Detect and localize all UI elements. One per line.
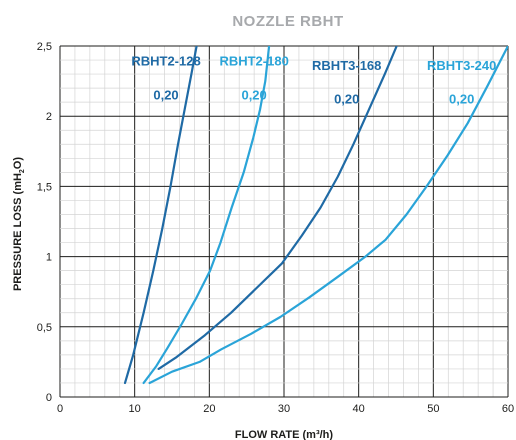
x-tick-label: 60	[502, 403, 514, 415]
series-label-name: RBHT2-128	[131, 54, 200, 69]
series-line-rbht2-180	[142, 46, 271, 385]
series-labels: RBHT2-128 0,20 RBHT2-180 0,20 RBHT3-168 0,20 R…	[131, 54, 496, 107]
series-label-name: RBHT3-168	[312, 58, 381, 73]
x-tick-label: 40	[353, 403, 365, 415]
series-label-name: RBHT3-240	[427, 58, 496, 73]
series-lines	[123, 46, 508, 385]
y-tick-label: 2,5	[37, 41, 52, 53]
series-label-value: 0,20	[334, 92, 359, 107]
series-label-value: 0,20	[241, 87, 266, 102]
y-axis-label-main: PRESSURE LOSS (mH	[12, 173, 24, 291]
y-tick-label: 2	[46, 111, 52, 123]
y-tick-label: 1,5	[37, 181, 52, 193]
x-tick-label: 50	[427, 403, 439, 415]
y-axis-label-subscript: 2	[19, 169, 26, 173]
grid	[59, 45, 509, 398]
axis-ticks: 0 10 20 30 40 50 60 0 0,5 1 1,5 2 2,5	[37, 41, 514, 415]
y-tick-label: 0	[46, 392, 52, 404]
svg-text:PRESSURE LOSS (mH2O): PRESSURE LOSS (mH2O)	[12, 157, 26, 291]
y-axis-label-end: O)	[12, 157, 24, 170]
x-tick-label: 30	[278, 403, 290, 415]
series-label-value: 0,20	[449, 92, 474, 107]
chart-title: NOZZLE RBHT	[232, 13, 343, 30]
series-label-value: 0,20	[153, 87, 178, 102]
x-tick-label: 10	[129, 403, 141, 415]
x-axis-label: FLOW RATE (m³/h)	[235, 429, 333, 440]
x-tick-label: 0	[57, 403, 63, 415]
x-tick-label: 20	[203, 403, 215, 415]
y-axis-label: PRESSURE LOSS (mH2O)	[12, 157, 26, 291]
series-label-name: RBHT2-180	[219, 54, 288, 69]
series-line-rbht2-128	[123, 46, 198, 385]
series-line-rbht3-240	[148, 46, 508, 385]
y-tick-label: 0,5	[37, 322, 52, 334]
series-line-rbht3-168	[157, 46, 398, 370]
y-tick-label: 1	[46, 252, 52, 264]
